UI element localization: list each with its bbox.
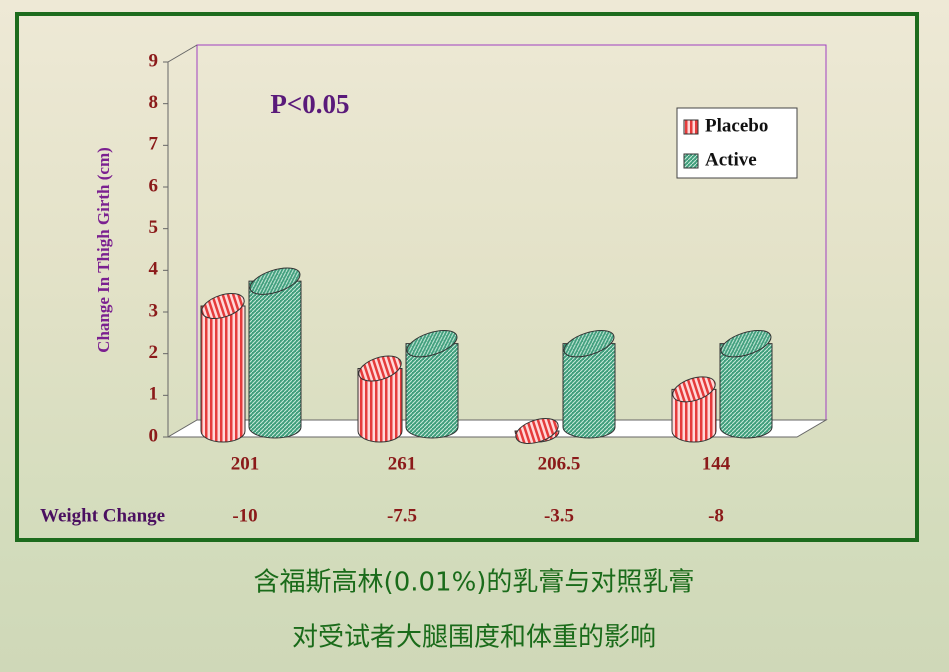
axis-edge (167, 44, 198, 63)
bar (514, 418, 560, 444)
y-tick-label: 8 (149, 92, 159, 113)
y-axis-label: Change In Thigh Girth (cm) (94, 147, 113, 353)
y-tick-label: 3 (149, 300, 159, 321)
y-tick-label: 9 (149, 50, 159, 71)
caption: 对受试者大腿围度和体重的影响 (292, 623, 656, 653)
x-tick-label: 261 (388, 453, 417, 474)
floor (166, 419, 828, 438)
frame (15, 12, 919, 542)
y-tick-label: 2 (149, 342, 159, 363)
legend-label: Active (705, 149, 757, 170)
legend-swatch (683, 153, 699, 169)
bar-body (405, 343, 459, 439)
bar (562, 329, 616, 439)
bar-top (672, 376, 716, 403)
y-tick-label: 1 (149, 384, 159, 405)
bar (357, 355, 403, 443)
x-tick-label: 206.5 (538, 453, 581, 474)
bar-top (406, 329, 458, 358)
y-tick-label: 5 (149, 217, 159, 238)
bar-top (563, 329, 615, 358)
bar-body (719, 343, 773, 439)
bar (671, 376, 717, 443)
bar-top (358, 355, 402, 382)
caption: 含福斯高林(0.01%)的乳膏与对照乳膏 (254, 568, 695, 598)
weight-change-value: -7.5 (387, 505, 417, 526)
bar-body (200, 305, 246, 443)
bar-body (562, 343, 616, 439)
y-tick-label: 4 (149, 259, 159, 280)
bar (200, 293, 246, 443)
bar-top (249, 267, 301, 295)
bar (405, 329, 459, 439)
y-tick-label: 6 (149, 175, 159, 196)
bar-top (720, 329, 772, 358)
bar-top (515, 418, 559, 444)
y-tick-label: 0 (149, 425, 159, 446)
bar-body (357, 368, 403, 443)
y-tick-label: 7 (149, 134, 159, 155)
x-tick-label: 144 (702, 453, 731, 474)
weight-change-label: Weight Change (40, 505, 165, 526)
bar-body (671, 388, 717, 443)
x-tick-label: 201 (231, 453, 260, 474)
legend-label: Placebo (705, 115, 768, 136)
bar-top (201, 293, 245, 319)
weight-change-value: -10 (232, 505, 257, 526)
bar-body (248, 280, 302, 439)
bar (248, 267, 302, 439)
bar (719, 329, 773, 439)
weight-change-value: -3.5 (544, 505, 574, 526)
annotation: P<0.05 (270, 89, 349, 119)
weight-change-value: -8 (708, 505, 724, 526)
legend-swatch (683, 119, 699, 135)
